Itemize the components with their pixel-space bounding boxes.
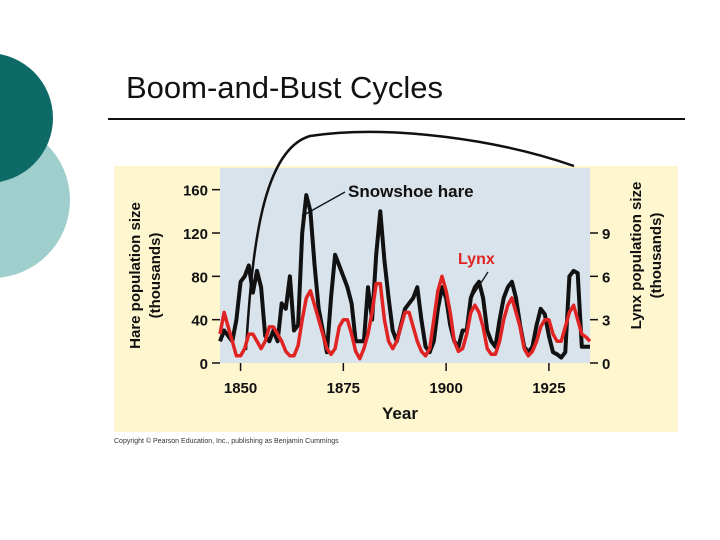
overlay-arc (244, 130, 575, 351)
right-axis-title: Lynx population size (thousands) (628, 182, 665, 330)
left-axis-tick-label: 160 (183, 183, 208, 200)
left-axis-tick-label: 0 (200, 356, 208, 373)
x-axis-title: Year (382, 404, 418, 423)
hare-annotation-leader (301, 191, 346, 217)
x-axis-tick-label: 1925 (532, 380, 565, 397)
slide-decoration (0, 54, 70, 278)
right-axis-tick-label: 3 (602, 313, 610, 330)
left-axis-tick-label: 80 (191, 269, 208, 286)
decor-circle-dark (0, 54, 53, 182)
x-axis-tick-label: 1850 (224, 380, 257, 397)
hare-annotation-label: Snowshoe hare (348, 182, 474, 201)
left-axis-tick-label: 120 (183, 226, 208, 243)
slide-title: Boom-and-Bust Cycles (126, 70, 444, 105)
copyright-notice: Copyright © Pearson Education, Inc., pub… (114, 438, 339, 445)
plot-area (220, 168, 590, 363)
title-rule (108, 118, 685, 120)
snowshoe-hare-series-line (218, 193, 590, 360)
x-axis-tick-label: 1875 (327, 380, 360, 397)
right-axis-tick-label: 9 (602, 226, 610, 243)
x-axis-tick-label: 1900 (429, 380, 462, 397)
right-axis-tick-label: 6 (602, 269, 610, 286)
right-axis-tick-label: 0 (602, 356, 610, 373)
lynx-annotation-label: Lynx (458, 251, 495, 268)
lynx-annotation-leader (469, 271, 489, 301)
left-axis-tick-label: 40 (191, 313, 208, 330)
left-axis-title: Hare population size (thousands) (127, 202, 164, 349)
lynx-series-line (218, 274, 592, 361)
